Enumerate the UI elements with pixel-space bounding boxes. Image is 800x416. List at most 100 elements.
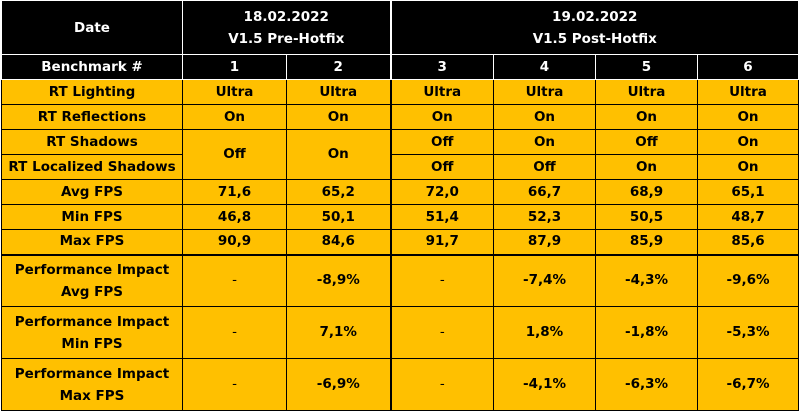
table-cell: - bbox=[389, 358, 494, 411]
table-cell: Ultra bbox=[389, 79, 494, 105]
table-row-impact-min: Performance Impact Min FPS - 7,1% - 1,8%… bbox=[1, 306, 800, 359]
table-row-impact-max: Performance Impact Max FPS - -6,9% - -4,… bbox=[1, 358, 800, 411]
row-label: RT Shadows bbox=[1, 129, 183, 155]
row-label: RT Lighting bbox=[1, 79, 183, 105]
table-cell: 65,1 bbox=[696, 179, 800, 205]
table-cell: On bbox=[493, 104, 596, 130]
table-cell: -6,3% bbox=[595, 358, 698, 411]
date-header-row: Date 18.02.2022 V1.5 Pre-Hotfix 19.02.20… bbox=[1, 0, 800, 55]
table-cell: 85,6 bbox=[696, 229, 800, 255]
impact-label-line-1: Performance Impact bbox=[14, 313, 170, 330]
table-cell: 85,9 bbox=[595, 229, 698, 255]
table-cell: -7,4% bbox=[493, 253, 596, 307]
row-label: RT Reflections bbox=[1, 104, 183, 130]
benchmark-number: 1 bbox=[182, 54, 287, 80]
table-cell: 91,7 bbox=[389, 229, 494, 255]
table-cell: Off bbox=[493, 154, 596, 180]
table-cell: 66,7 bbox=[493, 179, 596, 205]
table-cell: -1,8% bbox=[595, 306, 698, 359]
table-cell: - bbox=[182, 358, 287, 411]
table-cell: 48,7 bbox=[696, 204, 800, 230]
impact-label-line-1: Performance Impact bbox=[14, 365, 170, 382]
impact-label-line-2: Min FPS bbox=[61, 335, 123, 352]
table-cell: 68,9 bbox=[595, 179, 698, 205]
row-label: Performance Impact Avg FPS bbox=[1, 253, 183, 307]
row-label: Min FPS bbox=[1, 204, 183, 230]
table-cell: On bbox=[389, 104, 494, 130]
impact-label-line-2: Avg FPS bbox=[61, 283, 123, 300]
table-cell: On bbox=[696, 129, 800, 155]
date-1: 18.02.2022 bbox=[243, 8, 329, 25]
table-cell: -8,9% bbox=[286, 253, 391, 307]
table-cell: On bbox=[595, 104, 698, 130]
table-cell: Ultra bbox=[182, 79, 287, 105]
table-cell: 1,8% bbox=[493, 306, 596, 359]
table-cell-merged: On bbox=[286, 129, 391, 180]
row-label: Performance Impact Min FPS bbox=[1, 306, 183, 359]
impact-label-line-1: Performance Impact bbox=[14, 261, 170, 278]
version-1: V1.5 Pre-Hotfix bbox=[228, 30, 345, 47]
table-cell: 87,9 bbox=[493, 229, 596, 255]
table-cell: 65,2 bbox=[286, 179, 391, 205]
table-cell: 90,9 bbox=[182, 229, 287, 255]
table-cell: 52,3 bbox=[493, 204, 596, 230]
table-cell: On bbox=[696, 104, 800, 130]
table-cell: - bbox=[389, 253, 494, 307]
date-group-2: 19.02.2022 V1.5 Post-Hotfix bbox=[389, 0, 800, 55]
table-cell: 51,4 bbox=[389, 204, 494, 230]
table-cell: 84,6 bbox=[286, 229, 391, 255]
date-label: Date bbox=[1, 0, 183, 55]
impact-label-line-2: Max FPS bbox=[59, 387, 125, 404]
table-cell: 46,8 bbox=[182, 204, 287, 230]
row-label: Max FPS bbox=[1, 229, 183, 255]
table-cell-merged: Off bbox=[182, 129, 287, 180]
benchmark-number: 2 bbox=[286, 54, 391, 80]
table-cell: - bbox=[389, 306, 494, 359]
table-cell: -9,6% bbox=[696, 253, 800, 307]
table-cell: Off bbox=[389, 154, 494, 180]
table-row-max-fps: Max FPS 90,9 84,6 91,7 87,9 85,9 85,6 bbox=[1, 229, 800, 255]
table-row-rt-localized-shadows: RT Localized Shadows Off Off On On bbox=[1, 154, 800, 180]
date-group-1: 18.02.2022 V1.5 Pre-Hotfix bbox=[182, 0, 391, 55]
benchmark-number: 5 bbox=[595, 54, 698, 80]
table-cell: 7,1% bbox=[286, 306, 391, 359]
table-cell: On bbox=[182, 104, 287, 130]
table-cell: 71,6 bbox=[182, 179, 287, 205]
table-cell: On bbox=[493, 129, 596, 155]
table-row-min-fps: Min FPS 46,8 50,1 51,4 52,3 50,5 48,7 bbox=[1, 204, 800, 230]
row-label: Performance Impact Max FPS bbox=[1, 358, 183, 411]
table-cell: - bbox=[182, 253, 287, 307]
benchmark-header-row: Benchmark # 1 2 3 4 5 6 bbox=[1, 54, 800, 80]
table-cell: -4,1% bbox=[493, 358, 596, 411]
table-cell: Off bbox=[595, 129, 698, 155]
version-2: V1.5 Post-Hotfix bbox=[532, 30, 657, 47]
table-cell: -6,9% bbox=[286, 358, 391, 411]
date-2: 19.02.2022 bbox=[552, 8, 638, 25]
table-cell: 50,1 bbox=[286, 204, 391, 230]
table-cell: -4,3% bbox=[595, 253, 698, 307]
table-cell: -5,3% bbox=[696, 306, 800, 359]
table-cell: -6,7% bbox=[696, 358, 800, 411]
benchmark-number: 6 bbox=[696, 54, 800, 80]
table-cell: Ultra bbox=[493, 79, 596, 105]
table-row-rt-reflections: RT Reflections On On On On On On bbox=[1, 104, 800, 130]
benchmark-label: Benchmark # bbox=[1, 54, 183, 80]
table-cell: Ultra bbox=[696, 79, 800, 105]
table-cell: 50,5 bbox=[595, 204, 698, 230]
table-cell: On bbox=[696, 154, 800, 180]
row-label: RT Localized Shadows bbox=[1, 154, 183, 180]
table-row-rt-shadows: RT Shadows Off On Off On Off On bbox=[1, 129, 800, 180]
benchmark-number: 4 bbox=[493, 54, 596, 80]
table-cell: Ultra bbox=[595, 79, 698, 105]
table-cell: - bbox=[182, 306, 287, 359]
table-cell: 72,0 bbox=[389, 179, 494, 205]
table-cell: Off bbox=[389, 129, 494, 155]
row-label: Avg FPS bbox=[1, 179, 183, 205]
table-cell: On bbox=[595, 154, 698, 180]
table-cell: Ultra bbox=[286, 79, 391, 105]
table-cell: On bbox=[286, 104, 391, 130]
table-row-impact-avg: Performance Impact Avg FPS - -8,9% - -7,… bbox=[1, 253, 800, 307]
benchmark-number: 3 bbox=[389, 54, 494, 80]
table-row-rt-lighting: RT Lighting Ultra Ultra Ultra Ultra Ultr… bbox=[1, 79, 800, 105]
